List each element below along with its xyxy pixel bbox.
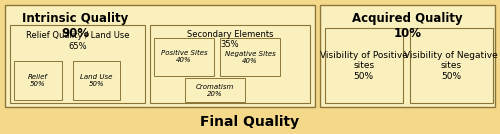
FancyBboxPatch shape xyxy=(14,61,62,100)
Text: Intrinsic Quality
90%: Intrinsic Quality 90% xyxy=(22,12,128,40)
FancyBboxPatch shape xyxy=(325,28,402,103)
FancyBboxPatch shape xyxy=(154,38,214,76)
FancyBboxPatch shape xyxy=(185,78,245,102)
FancyBboxPatch shape xyxy=(320,5,495,107)
Text: Visibility of Negative
sites
50%: Visibility of Negative sites 50% xyxy=(404,51,498,81)
Text: Negative Sites
40%: Negative Sites 40% xyxy=(224,50,276,64)
FancyBboxPatch shape xyxy=(72,61,120,100)
Text: Cromatism
20%: Cromatism 20% xyxy=(196,84,234,97)
Text: Visibility of Positive
sites
50%: Visibility of Positive sites 50% xyxy=(320,51,408,81)
FancyBboxPatch shape xyxy=(150,25,310,103)
Text: Land Use
50%: Land Use 50% xyxy=(80,74,112,87)
Text: Relief
50%: Relief 50% xyxy=(28,74,48,87)
FancyBboxPatch shape xyxy=(10,25,145,103)
Text: Secondary Elements
35%: Secondary Elements 35% xyxy=(186,30,273,49)
Text: Positive Sites
40%: Positive Sites 40% xyxy=(160,50,208,64)
Text: Relief Quality / Land Use
65%: Relief Quality / Land Use 65% xyxy=(26,31,129,51)
Text: Acquired Quality
10%: Acquired Quality 10% xyxy=(352,12,463,40)
FancyBboxPatch shape xyxy=(5,5,315,107)
Text: Final Quality: Final Quality xyxy=(200,115,300,129)
FancyBboxPatch shape xyxy=(220,38,280,76)
FancyBboxPatch shape xyxy=(410,28,492,103)
